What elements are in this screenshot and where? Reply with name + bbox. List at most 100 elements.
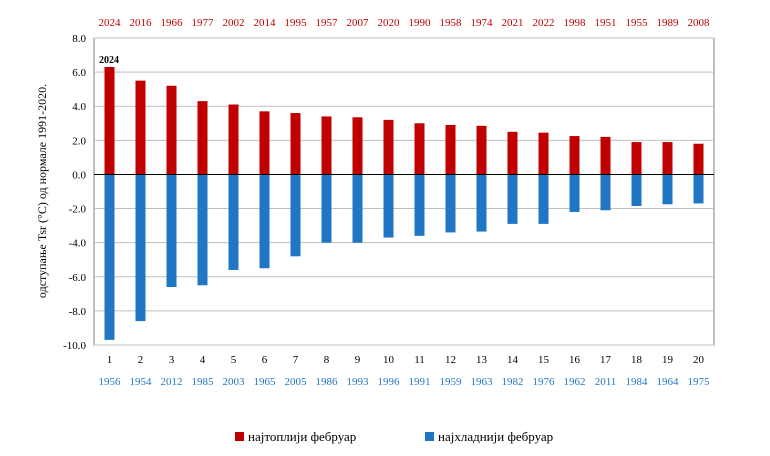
x-tick-label: 5 [231,354,237,366]
warm-year-label: 2014 [254,17,277,29]
x-tick-label: 18 [631,354,643,366]
x-tick-label: 20 [693,354,705,366]
cold-year-label: 1975 [688,376,711,388]
warm-bar [538,132,549,175]
warm-bar [476,125,487,175]
cold-year-label: 1982 [502,376,524,388]
warm-year-label: 1966 [161,17,184,29]
y-tick-label: -4.0 [69,238,87,250]
bar-annotation: 2024 [99,55,119,66]
x-tick-label: 16 [569,354,581,366]
cold-bar [352,174,363,243]
warm-bar [414,123,425,175]
warm-year-label: 1957 [316,17,339,29]
warm-year-label: 1995 [285,17,308,29]
warm-year-label: 2020 [378,17,401,29]
cold-bar [290,174,301,257]
cold-year-label: 2003 [223,376,246,388]
cold-bar [476,174,487,232]
legend: најтоплији фебруар најхладнији фебруар [235,429,553,444]
warm-bar [507,131,518,175]
cold-year-label: 1954 [130,376,153,388]
x-tick-label: 1 [107,354,113,366]
x-tick-label: 14 [507,354,519,366]
cold-bar [321,174,332,243]
warm-year-label: 1955 [626,17,649,29]
cold-year-label: 1986 [316,376,339,388]
cold-bar [507,174,518,224]
warm-year-label: 1974 [471,17,494,29]
cold-bar [259,174,270,269]
cold-year-label: 2011 [595,376,617,388]
legend-label-warm: најтоплији фебруар [248,429,356,444]
cold-bar [228,174,239,270]
x-tick-label: 3 [169,354,175,366]
warm-year-label: 1998 [564,17,587,29]
cold-year-label: 1962 [564,376,586,388]
y-axis-label: одступање Tsr (°C) од нормале 1991-2020. [35,84,49,298]
legend-swatch-cold [425,432,434,441]
x-tick-label: 4 [200,354,206,366]
cold-year-label: 1963 [471,376,494,388]
warm-year-label: 2024 [99,17,122,29]
x-tick-label: 2 [138,354,144,366]
y-tick-label: 0.0 [72,169,86,181]
y-tick-label: 8.0 [72,33,86,45]
cold-year-label: 1956 [99,376,122,388]
warm-bar [383,119,394,175]
warm-bar [259,111,270,175]
y-tick-labels: 8.0 6.0 4.0 2.0 0.0 -2.0 -4.0 -6.0 -8.0 -10.0 [63,33,86,352]
cold-bar [538,174,549,224]
cold-bar [600,174,611,211]
x-tick-label: 19 [662,354,674,366]
warm-year-label: 2007 [347,17,370,29]
warm-bar [631,142,642,175]
warm-year-label: 2016 [130,17,153,29]
cold-bar [104,174,115,340]
warm-year-label: 1958 [440,17,463,29]
plot-area [93,37,715,346]
x-tick-label: 9 [355,354,361,366]
warm-bar [321,116,332,175]
warm-bar [600,136,611,175]
warm-bar [228,104,239,175]
warm-year-label: 1977 [192,17,215,29]
cold-year-label: 1984 [626,376,649,388]
cold-bar [693,174,704,204]
x-tick-label: 11 [414,354,425,366]
cold-bar [445,174,456,233]
cold-bar [414,174,425,236]
top-year-labels: 2024 2016 1966 1977 2002 2014 1995 1957 2007 2020… [99,17,711,29]
legend-swatch-warm [235,432,244,441]
warm-bar [693,143,704,175]
cold-bar [662,174,673,205]
cold-year-label: 1964 [657,376,680,388]
warm-bar [352,117,363,175]
bottom-year-labels: 1956 1954 2012 1985 2003 1965 2005 1986 1993 1996… [99,376,711,388]
cold-year-label: 2005 [285,376,308,388]
cold-year-label: 1996 [378,376,401,388]
warm-year-label: 1989 [657,17,680,29]
x-tick-label: 12 [445,354,456,366]
warm-bar [166,85,177,175]
bars [104,66,704,340]
warm-year-label: 2021 [502,17,524,29]
cold-year-label: 1991 [409,376,431,388]
y-tick-label: 2.0 [72,135,86,147]
warm-year-label: 2022 [533,17,555,29]
y-tick-label: -10.0 [63,340,86,352]
cold-bar [631,174,642,206]
legend-label-cold: најхладнији фебруар [438,429,553,444]
warm-bar [135,80,146,175]
warm-bar [197,101,208,175]
cold-year-label: 1959 [440,376,463,388]
cold-year-label: 1965 [254,376,277,388]
x-tick-label: 13 [476,354,488,366]
y-tick-label: -8.0 [69,306,87,318]
x-tick-label: 6 [262,354,268,366]
cold-bar [569,174,580,212]
warm-bar [569,136,580,175]
cold-year-label: 1985 [192,376,215,388]
